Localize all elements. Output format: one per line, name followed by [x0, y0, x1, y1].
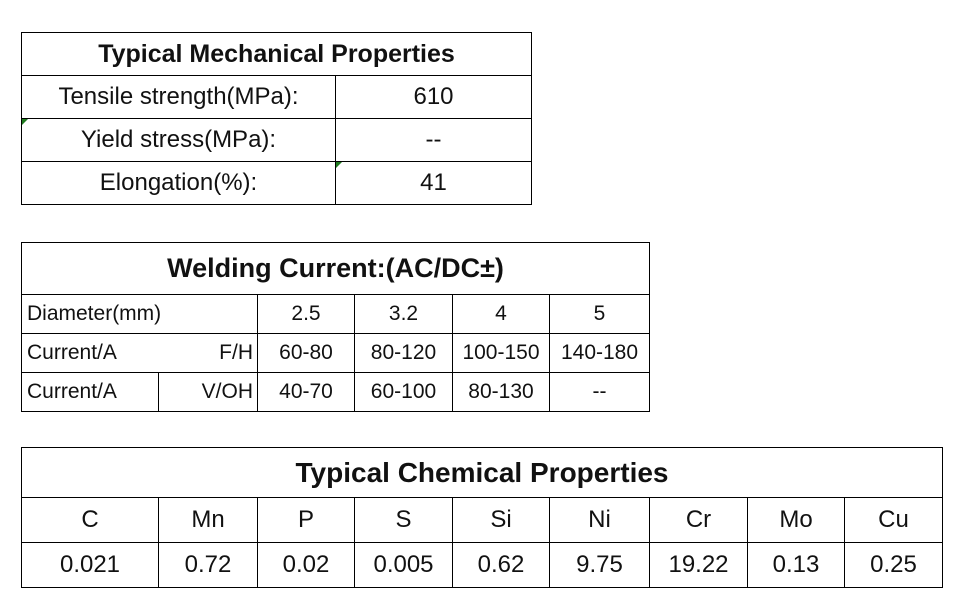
- table-row: Yield stress(MPa): --: [21, 118, 532, 162]
- element-value: 0.005: [354, 542, 453, 588]
- mechanical-title: Typical Mechanical Properties: [21, 32, 532, 76]
- mechanical-properties-table: Typical Mechanical Properties Tensile st…: [21, 32, 532, 205]
- current-value: 80-130: [452, 372, 550, 412]
- elongation-value: 41: [335, 161, 532, 205]
- table-row: 0.021 0.72 0.02 0.005 0.62 9.75 19.22 0.…: [21, 542, 944, 588]
- element-symbol: P: [257, 497, 355, 543]
- diameter-value: 5: [548, 294, 651, 334]
- current-value: --: [548, 372, 651, 412]
- diameter-value: 4: [452, 294, 550, 334]
- current-value: 140-180: [548, 333, 651, 373]
- table-row: Tensile strength(MPa): 610: [21, 75, 532, 119]
- chemical-title: Typical Chemical Properties: [20, 447, 944, 498]
- diameter-value: 3.2: [354, 294, 453, 334]
- current-value: 40-70: [257, 372, 355, 412]
- tensile-strength-label: Tensile strength(MPa):: [21, 75, 336, 119]
- table-row: Elongation(%): 41: [21, 161, 532, 205]
- current-value: 60-80: [257, 333, 355, 373]
- position-label: V/OH: [158, 372, 258, 412]
- element-symbol: Mn: [158, 497, 258, 543]
- element-value: 0.62: [452, 542, 550, 588]
- element-value: 0.02: [257, 542, 355, 588]
- element-value: 0.72: [158, 542, 258, 588]
- element-symbol: Si: [452, 497, 550, 543]
- element-value: 9.75: [549, 542, 650, 588]
- table-header-row: Diameter(mm) 2.5 3.2 4 5: [21, 294, 651, 334]
- diameter-label: Diameter(mm): [21, 294, 258, 334]
- yield-stress-label-text: Yield stress(MPa):: [80, 126, 277, 153]
- diameter-value: 2.5: [257, 294, 355, 334]
- element-value: 19.22: [649, 542, 748, 588]
- element-symbol: Cu: [843, 497, 944, 543]
- position-label: F/H: [158, 333, 258, 373]
- current-label: Current/A: [21, 372, 159, 412]
- yield-stress-value: --: [335, 118, 532, 162]
- chemical-properties-table: Typical Chemical Properties C Mn P S Si …: [20, 447, 944, 588]
- yield-stress-label: Yield stress(MPa):: [21, 118, 336, 162]
- current-label: Current/A: [21, 333, 159, 373]
- table-title-row: Typical Chemical Properties: [20, 447, 944, 498]
- cell-comment-marker: [336, 162, 342, 168]
- element-symbol: C: [21, 497, 159, 543]
- elongation-label: Elongation(%):: [21, 161, 336, 205]
- current-value: 60-100: [354, 372, 453, 412]
- welding-current-table: Welding Current:(AC/DC±) Diameter(mm) 2.…: [20, 242, 651, 412]
- table-row: Current/A F/H 60-80 80-120 100-150 140-1…: [21, 333, 651, 373]
- current-value: 80-120: [354, 333, 453, 373]
- current-value: 100-150: [452, 333, 550, 373]
- table-header-row: C Mn P S Si Ni Cr Mo Cu: [21, 497, 944, 543]
- element-symbol: Mo: [747, 497, 845, 543]
- table-title-row: Typical Mechanical Properties: [21, 32, 532, 76]
- welding-title: Welding Current:(AC/DC±): [20, 242, 651, 295]
- cell-comment-marker: [22, 119, 28, 125]
- element-symbol: S: [354, 497, 453, 543]
- element-symbol: Cr: [649, 497, 748, 543]
- elongation-value-text: 41: [420, 169, 447, 196]
- table-row: Current/A V/OH 40-70 60-100 80-130 --: [21, 372, 651, 412]
- element-value: 0.021: [21, 542, 159, 588]
- element-symbol: Ni: [549, 497, 650, 543]
- element-value: 0.13: [747, 542, 845, 588]
- table-title-row: Welding Current:(AC/DC±): [20, 242, 651, 295]
- tensile-strength-value: 610: [335, 75, 532, 119]
- element-value: 0.25: [843, 542, 944, 588]
